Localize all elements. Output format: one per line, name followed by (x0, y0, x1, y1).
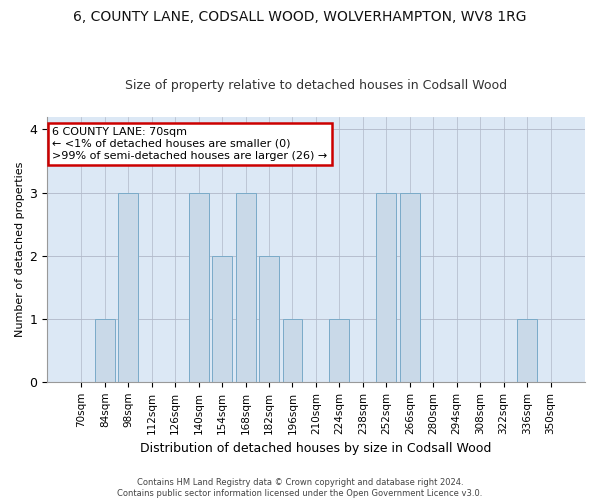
Y-axis label: Number of detached properties: Number of detached properties (15, 162, 25, 337)
Bar (259, 256, 279, 382)
Text: 6 COUNTY LANE: 70sqm
← <1% of detached houses are smaller (0)
>99% of semi-detac: 6 COUNTY LANE: 70sqm ← <1% of detached h… (52, 128, 328, 160)
Bar (329, 318, 349, 382)
Bar (376, 192, 397, 382)
Text: 6, COUNTY LANE, CODSALL WOOD, WOLVERHAMPTON, WV8 1RG: 6, COUNTY LANE, CODSALL WOOD, WOLVERHAMP… (73, 10, 527, 24)
X-axis label: Distribution of detached houses by size in Codsall Wood: Distribution of detached houses by size … (140, 442, 491, 455)
Bar (95, 318, 115, 382)
Bar (283, 318, 302, 382)
Bar (517, 318, 537, 382)
Bar (118, 192, 138, 382)
Bar (400, 192, 420, 382)
Title: Size of property relative to detached houses in Codsall Wood: Size of property relative to detached ho… (125, 79, 507, 92)
Bar (236, 192, 256, 382)
Bar (212, 256, 232, 382)
Bar (188, 192, 209, 382)
Text: Contains HM Land Registry data © Crown copyright and database right 2024.
Contai: Contains HM Land Registry data © Crown c… (118, 478, 482, 498)
